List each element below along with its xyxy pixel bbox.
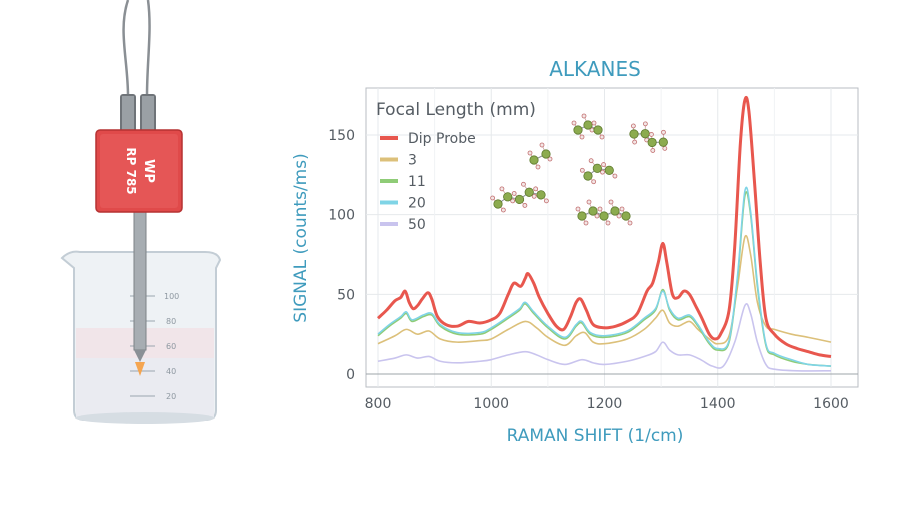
y-axis-title: SIGNAL (counts/ms) [291, 153, 311, 322]
x-axis-ticks: 800 1000 1200 1400 1600 [365, 396, 849, 412]
x-axis-title: RAMAN SHIFT (1/cm) [507, 426, 684, 446]
chart-title: ALKANES [549, 57, 641, 81]
series-line-11 [377, 191, 832, 367]
legend-title: Focal Length (mm) [376, 100, 536, 120]
legend-item-label: 20 [408, 196, 426, 212]
series-line-20 [377, 186, 832, 367]
legend-item-label: Dip Probe [408, 131, 476, 147]
x-tick-label: 1400 [700, 396, 736, 412]
probe-beaker-illustration: 100 80 60 40 20 WP RP 785 [60, 0, 222, 424]
series-line-50 [377, 303, 832, 372]
beaker-mark-80: 80 [166, 317, 176, 326]
legend-item-label: 11 [408, 174, 426, 190]
fiber-cable-right [145, 0, 151, 97]
probe-model-label: RP 785 [124, 147, 138, 194]
beaker-mark-100: 100 [164, 292, 179, 301]
y-tick-label: 0 [346, 367, 355, 383]
series-line-dip-probe [376, 96, 832, 358]
gridlines [366, 88, 858, 387]
data-series [376, 96, 832, 372]
x-tick-label: 1600 [813, 396, 849, 412]
laser-beam-icon [135, 362, 145, 376]
probe-brand-label: WP [141, 159, 156, 183]
x-tick-label: 1200 [587, 396, 623, 412]
y-tick-label: 100 [328, 208, 355, 224]
alkane-molecule-icons [490, 113, 668, 226]
y-tick-label: 50 [337, 287, 355, 303]
beaker-mark-60: 60 [166, 342, 176, 351]
y-axis-ticks: 0 50 100 150 [328, 128, 355, 383]
x-tick-label: 800 [365, 396, 392, 412]
legend: Focal Length (mm) Dip Probe 3 11 20 50 [376, 100, 536, 233]
legend-item-label: 50 [408, 217, 426, 233]
y-tick-label: 150 [328, 128, 355, 144]
probe-housing: WP RP 785 [95, 129, 183, 213]
beaker-mark-20: 20 [166, 392, 176, 401]
beaker-mark-40: 40 [166, 367, 176, 376]
probe-tip [134, 350, 146, 362]
legend-item-label: 3 [408, 153, 417, 169]
series-line-3 [377, 234, 832, 347]
fiber-cable-left [122, 0, 130, 97]
x-tick-label: 1000 [473, 396, 509, 412]
